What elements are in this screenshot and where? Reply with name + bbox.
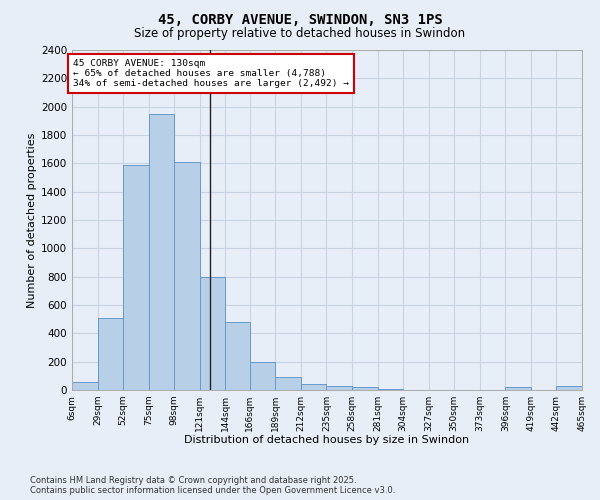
Bar <box>174 162 200 390</box>
Bar <box>377 388 403 390</box>
Bar <box>149 114 174 390</box>
Bar <box>98 318 123 390</box>
Bar <box>200 276 226 390</box>
Bar <box>72 382 98 390</box>
X-axis label: Distribution of detached houses by size in Swindon: Distribution of detached houses by size … <box>184 436 470 446</box>
Bar <box>250 362 275 390</box>
Text: Size of property relative to detached houses in Swindon: Size of property relative to detached ho… <box>134 28 466 40</box>
Bar <box>226 322 250 390</box>
Bar <box>505 387 531 390</box>
Bar <box>275 377 301 390</box>
Text: Contains HM Land Registry data © Crown copyright and database right 2025.
Contai: Contains HM Land Registry data © Crown c… <box>30 476 395 495</box>
Y-axis label: Number of detached properties: Number of detached properties <box>27 132 37 308</box>
Bar <box>326 386 352 390</box>
Bar <box>301 384 326 390</box>
Bar <box>123 165 149 390</box>
Bar <box>556 386 582 390</box>
Text: 45, CORBY AVENUE, SWINDON, SN3 1PS: 45, CORBY AVENUE, SWINDON, SN3 1PS <box>158 12 442 26</box>
Bar <box>352 387 377 390</box>
Text: 45 CORBY AVENUE: 130sqm
← 65% of detached houses are smaller (4,788)
34% of semi: 45 CORBY AVENUE: 130sqm ← 65% of detache… <box>73 58 349 88</box>
